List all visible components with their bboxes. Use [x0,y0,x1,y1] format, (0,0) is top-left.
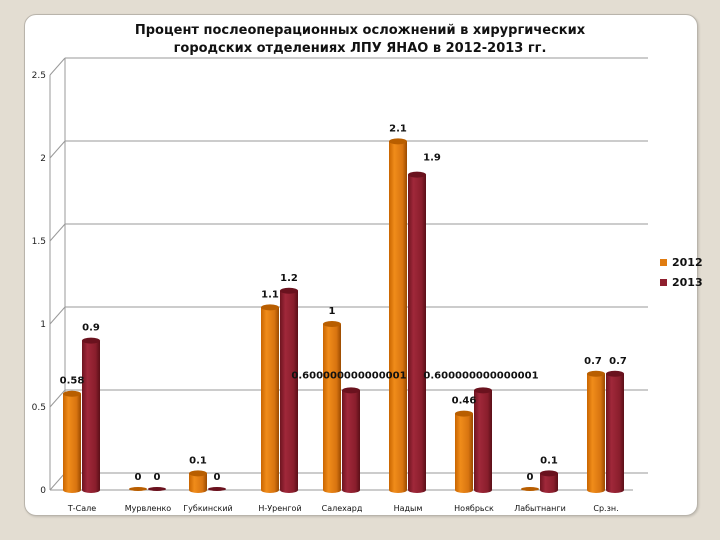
data-label-2013: 0 [154,472,161,483]
bar-2012 [323,321,341,493]
data-label-2013: 0 [214,472,221,483]
x-category-label: Надым [394,504,423,513]
bar-2012 [189,470,207,493]
legend-item-2012: 2012 [660,252,703,272]
data-labels: 0.58 0.9 0 0 0.1 0 1.11.2 1 0.600000000000001 2.1… [60,123,627,483]
bar-2013 [474,387,492,493]
x-category-label: Мурвленко [125,504,172,513]
x-category-label: Т-Сале [67,504,96,513]
data-label-2013: 1.9 [423,153,441,164]
bar-2012 [521,487,539,491]
bars [63,138,624,493]
y-tick-label: 0 [40,486,46,496]
data-label-2012: 0.7 [584,356,602,367]
bar-2013 [280,287,298,493]
bar-2013 [148,487,166,491]
bar-2012 [63,390,81,493]
bar-2012 [389,138,407,493]
chart-title-line-1: Процент послеоперационных осложнений в х… [134,23,586,38]
x-category-label: Ноябрьск [454,504,494,513]
data-label-2012: 1.1 [261,289,279,300]
legend-swatch-2013 [660,278,667,286]
x-category-label: Лабытнанги [514,504,566,513]
bar-2012 [261,304,279,493]
x-category-label: Н-Уренгой [258,504,301,513]
data-label-2012: 0 [135,472,142,483]
legend-label-2012: 2012 [672,255,703,269]
data-label-2012: 0.1 [189,455,207,466]
x-category-label: Губкинский [183,504,232,513]
data-label-2013: 0.9 [82,323,100,334]
bar-2013 [408,171,426,493]
y-tick-label: 1.5 [32,237,46,247]
data-label-2013: 0.7 [609,356,627,367]
y-tick-label: 1 [40,320,46,330]
legend-item-2013: 2013 [660,272,703,292]
x-category-label: Салехард [322,504,363,513]
data-label-2012: 2.1 [389,123,407,134]
data-label-2013: 0.600000000000001 [423,370,538,381]
y-axis: 0 0.5 1 1.5 2 2.5 [32,71,51,496]
data-label-2012: 0 [527,472,534,483]
x-axis-labels: Т-Сале Мурвленко Губкинский Н-Уренгой Салеха… [67,504,619,513]
data-label-2013: 0.1 [540,455,558,466]
bar-2013 [342,387,360,493]
bar-2013 [540,470,558,493]
bar-2012 [129,487,147,491]
data-label-2012: 0.46 [452,396,477,407]
x-category-label: Ср.зн. [593,504,618,513]
bar-2013 [82,337,100,493]
bar-2012 [587,370,605,493]
legend: 2012 2013 [660,252,703,292]
y-tick-label: 2.5 [32,71,46,81]
y-tick-label: 0.5 [32,403,46,413]
bar-2013 [606,370,624,493]
data-label-2013: 1.2 [280,273,298,284]
legend-label-2013: 2013 [672,275,703,289]
bar-2012 [455,410,473,493]
y-tick-label: 2 [40,154,46,164]
chart-title: Процент послеоперационных осложнений в х… [24,22,696,58]
legend-swatch-2012 [660,258,667,266]
bar-2013 [208,487,226,491]
data-label-2012: 0.58 [60,376,85,387]
data-label-2013: 0.600000000000001 [291,370,406,381]
chart-title-line-2: городских отделениях ЛПУ ЯНАО в 2012-201… [173,41,547,56]
chart-frame [24,14,698,516]
data-label-2012: 1 [329,306,336,317]
